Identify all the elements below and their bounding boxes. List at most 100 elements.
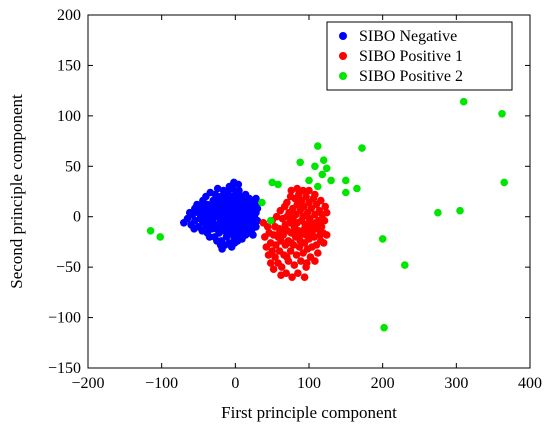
y-tick-label: −100 <box>48 310 81 327</box>
data-point <box>342 188 350 197</box>
data-point <box>216 227 225 235</box>
data-point <box>456 206 464 215</box>
data-point <box>146 227 155 235</box>
data-point <box>210 200 219 209</box>
data-point <box>311 162 319 171</box>
data-point <box>498 110 506 118</box>
data-point <box>314 249 322 257</box>
data-point <box>322 164 331 173</box>
data-point <box>311 257 319 265</box>
data-point <box>233 237 242 245</box>
data-point <box>300 202 308 211</box>
data-point <box>280 225 288 233</box>
data-point <box>309 223 318 231</box>
data-point <box>202 225 210 233</box>
legend-label: SIBO Negative <box>359 28 457 45</box>
x-tick-label: 300 <box>444 375 468 392</box>
legend-marker <box>339 52 347 60</box>
data-point <box>253 216 262 225</box>
data-point <box>215 208 223 217</box>
data-point <box>302 192 310 201</box>
y-axis-ticks: −150 −100 −50 0 50 100 150 200 <box>48 7 530 377</box>
data-point <box>243 206 251 215</box>
data-point <box>249 231 257 239</box>
data-point <box>213 237 221 245</box>
data-point <box>305 176 313 185</box>
data-point <box>213 184 222 193</box>
series-2 <box>259 184 331 282</box>
data-point <box>401 261 409 269</box>
data-point <box>294 269 302 278</box>
data-point <box>268 247 277 255</box>
legend-marker <box>339 72 347 80</box>
legend-label: SIBO Positive 1 <box>359 48 463 65</box>
data-point <box>320 216 329 225</box>
data-point <box>459 97 468 106</box>
data-point <box>307 204 316 213</box>
data-point <box>321 202 330 211</box>
data-point <box>269 265 278 274</box>
y-tick-label: 200 <box>57 7 81 24</box>
y-tick-label: 150 <box>57 57 81 74</box>
data-point <box>342 176 350 185</box>
legend-box <box>326 21 513 91</box>
data-point <box>300 273 309 282</box>
x-tick-label: −200 <box>71 375 104 392</box>
data-point <box>199 219 207 227</box>
data-point <box>353 184 361 193</box>
data-point <box>288 273 296 282</box>
data-point <box>305 186 313 195</box>
data-point <box>277 263 286 271</box>
data-point <box>225 182 234 191</box>
data-point <box>274 180 282 189</box>
data-point <box>314 216 323 225</box>
data-point <box>235 186 243 195</box>
data-point <box>156 233 164 241</box>
data-point <box>253 204 262 213</box>
data-point <box>252 194 260 203</box>
data-point <box>190 225 198 233</box>
data-point <box>295 243 304 251</box>
legend: SIBO Negative SIBO Positive 1 SIBO Positiv… <box>326 21 513 91</box>
data-point <box>221 204 229 213</box>
data-point <box>297 257 305 265</box>
data-point <box>310 233 319 241</box>
data-point <box>268 178 277 187</box>
series-1 <box>180 178 262 253</box>
data-point <box>283 253 291 261</box>
data-point <box>266 216 275 225</box>
data-point <box>272 212 281 221</box>
data-point <box>272 241 280 249</box>
data-point <box>296 158 305 167</box>
data-point <box>222 210 231 219</box>
data-point <box>293 184 302 193</box>
data-point <box>196 206 204 215</box>
x-axis-label: First principle component <box>221 403 397 422</box>
data-point <box>318 170 327 179</box>
data-point <box>219 219 228 227</box>
data-point <box>319 239 328 247</box>
data-point <box>225 229 234 237</box>
data-point <box>219 192 228 201</box>
data-point <box>237 225 245 233</box>
legend-label: SIBO Positive 2 <box>359 68 463 85</box>
data-point <box>319 156 328 164</box>
y-tick-label: 100 <box>57 108 81 125</box>
data-point <box>292 251 301 259</box>
data-point <box>252 223 260 231</box>
data-point <box>237 212 245 221</box>
y-tick-label: −50 <box>56 259 81 276</box>
data-point <box>378 235 387 243</box>
x-axis-ticks: −200 −100 0 100 200 300 400 <box>71 15 542 392</box>
data-point <box>322 208 331 217</box>
data-point <box>290 261 299 269</box>
x-tick-label: 100 <box>297 375 321 392</box>
data-point <box>227 243 236 251</box>
legend-marker <box>339 32 347 40</box>
data-point <box>314 142 322 150</box>
x-tick-label: 0 <box>231 375 239 392</box>
data-point <box>208 219 216 227</box>
y-tick-label: 50 <box>65 158 81 175</box>
data-point <box>258 198 266 207</box>
